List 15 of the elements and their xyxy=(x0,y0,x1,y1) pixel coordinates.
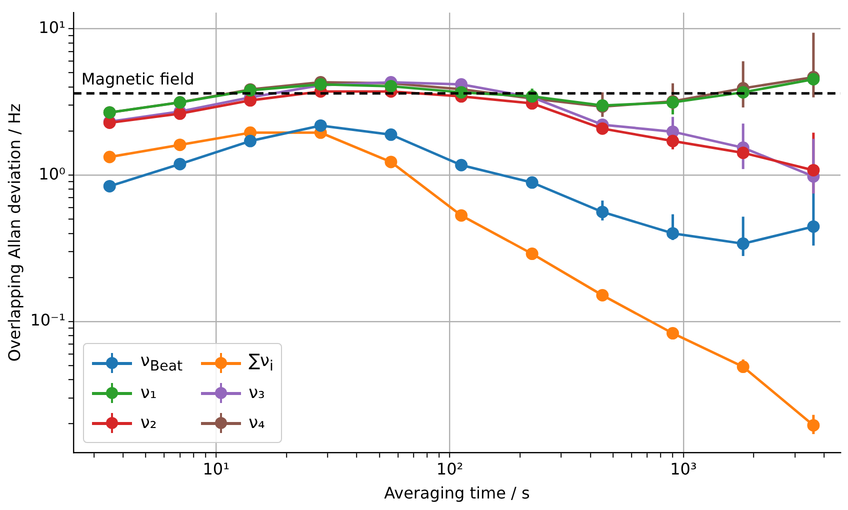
ref-line-label: Magnetic field xyxy=(81,70,194,89)
y-axis-title: Overlapping Allan deviation / Hz xyxy=(4,104,24,362)
x-tick-label: 10² xyxy=(436,459,464,478)
y-tick-label: 10⁰ xyxy=(38,164,66,184)
x-axis-title: Averaging time / s xyxy=(384,484,530,503)
x-tick-label: 10¹ xyxy=(202,459,230,478)
legend-label: ∑ν$_{i}$ xyxy=(248,350,274,374)
legend-label: ν₄ xyxy=(248,412,265,433)
x-tick-label: 10³ xyxy=(670,459,697,478)
y-tick-label: 10⁻¹ xyxy=(30,310,66,330)
legend-label: ν₁ xyxy=(140,382,157,403)
legend-label: ν₃ xyxy=(248,382,265,403)
legend-label: ν₂ xyxy=(140,412,157,433)
y-tick-label: 10¹ xyxy=(38,18,66,37)
legend-label: ν$_{Beat}$ xyxy=(140,350,183,374)
